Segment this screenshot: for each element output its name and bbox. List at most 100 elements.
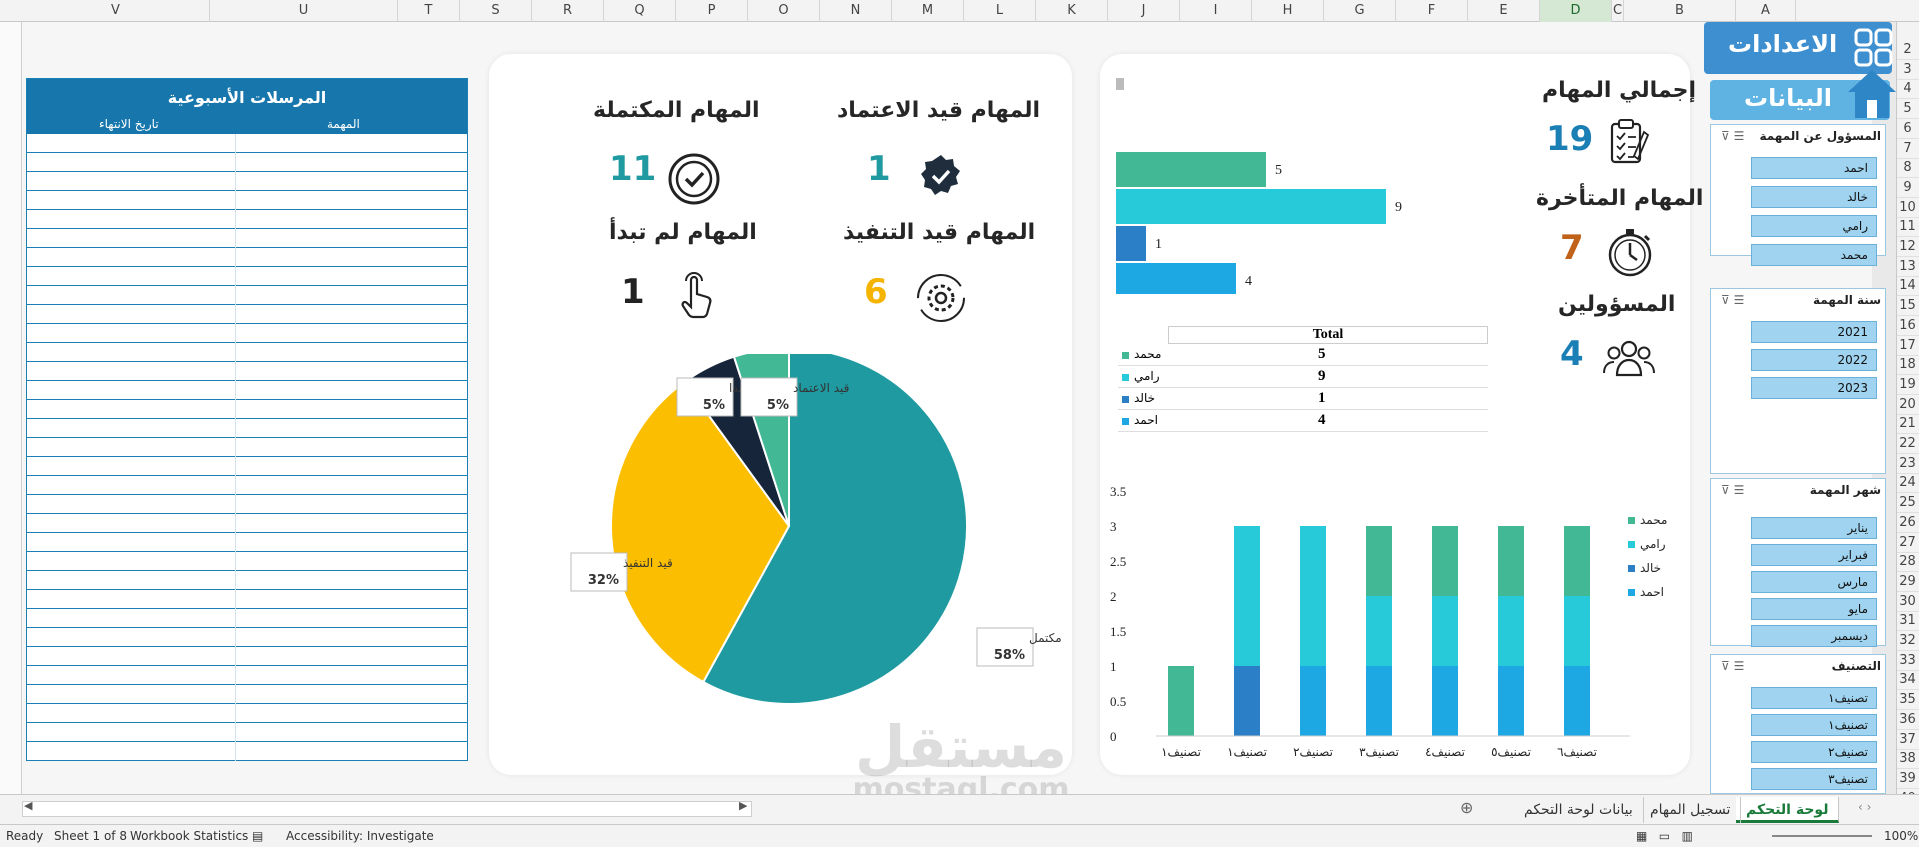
slicer-item[interactable]: مايو	[1751, 598, 1877, 620]
column-header[interactable]: A	[1736, 0, 1796, 22]
column-header[interactable]: U	[210, 0, 398, 22]
tab-dashboard[interactable]: لوحة التحكم	[1736, 797, 1840, 823]
accessibility-status[interactable]: Accessibility: Investigate	[286, 829, 434, 843]
table-row[interactable]	[27, 476, 467, 495]
table-row[interactable]	[27, 400, 467, 419]
slicer-item[interactable]: تصنيف١	[1751, 714, 1877, 736]
row-header[interactable]: 40	[1897, 789, 1919, 794]
row-header[interactable]: 9	[1897, 178, 1919, 198]
table-row[interactable]	[27, 514, 467, 533]
stacked-bar-segment[interactable]	[1300, 666, 1326, 736]
row-header[interactable]: 13	[1897, 257, 1919, 277]
row-header[interactable]: 20	[1897, 395, 1919, 415]
stacked-bar-segment[interactable]	[1168, 666, 1194, 736]
hbar[interactable]	[1116, 263, 1236, 294]
zoom-slider[interactable]	[1772, 835, 1872, 837]
row-header[interactable]: 35	[1897, 690, 1919, 711]
horizontal-scrollbar[interactable]	[22, 801, 752, 817]
row-header[interactable]: 28	[1897, 552, 1919, 573]
table-row[interactable]	[27, 704, 467, 723]
table-row[interactable]	[27, 210, 467, 229]
scroll-right-icon[interactable]: ▶	[739, 799, 748, 812]
table-row[interactable]	[27, 229, 467, 248]
stacked-bar-segment[interactable]	[1234, 666, 1260, 736]
row-header[interactable]: 37	[1897, 730, 1919, 750]
row-header[interactable]: 3	[1897, 60, 1919, 80]
row-header[interactable]: 34	[1897, 670, 1919, 691]
pie-slice[interactable]	[701, 354, 968, 705]
table-row[interactable]	[27, 267, 467, 286]
slicer-item[interactable]: احمد	[1751, 157, 1877, 179]
row-header[interactable]: 7	[1897, 139, 1919, 159]
slicer-item[interactable]: ديسمبر	[1751, 625, 1877, 647]
column-header[interactable]: E	[1468, 0, 1540, 22]
column-header[interactable]: K	[1036, 0, 1108, 22]
stacked-bar-segment[interactable]	[1498, 596, 1524, 666]
slicer-item[interactable]: رامي	[1751, 215, 1877, 237]
settings-button[interactable]: الاعدادات	[1704, 22, 1893, 74]
column-header[interactable]: O	[748, 0, 820, 22]
column-header[interactable]: D	[1540, 0, 1612, 22]
row-header[interactable]: 31	[1897, 611, 1919, 632]
add-sheet-icon[interactable]: ⊕	[1460, 798, 1474, 817]
table-row[interactable]	[27, 305, 467, 324]
row-header[interactable]: 6	[1897, 119, 1919, 139]
row-header[interactable]: 29	[1897, 572, 1919, 592]
month-slicer[interactable]: شهر المهمة ⊽ ☰ يناير فبراير مارس مايو ديسمبر	[1710, 478, 1886, 647]
stacked-bar-segment[interactable]	[1366, 596, 1392, 666]
column-header[interactable]: T	[398, 0, 460, 22]
slicer-item[interactable]: تصنيف٢	[1751, 741, 1877, 763]
table-row[interactable]	[27, 590, 467, 609]
table-row[interactable]	[27, 609, 467, 628]
hbar[interactable]	[1116, 226, 1146, 261]
row-header[interactable]: 32	[1897, 631, 1919, 651]
hbar[interactable]	[1116, 189, 1386, 224]
owner-slicer[interactable]: المسؤول عن المهمة ⊽ ☰ احمد خالد رامي محمد	[1710, 124, 1886, 266]
column-header[interactable]: V	[22, 0, 210, 22]
row-header[interactable]: 27	[1897, 533, 1919, 553]
table-row[interactable]	[27, 248, 467, 267]
category-slicer[interactable]: التصنيف ⊽ ☰ تصنيف١ تصنيف١ تصنيف٢ تصنيف٣	[1710, 654, 1886, 794]
stacked-bar-segment[interactable]	[1564, 526, 1590, 596]
row-header[interactable]: 22	[1897, 434, 1919, 454]
stacked-bar-segment[interactable]	[1432, 596, 1458, 666]
row-header[interactable]: 38	[1897, 749, 1919, 770]
row-header[interactable]: 23	[1897, 454, 1919, 474]
row-header[interactable]: 36	[1897, 710, 1919, 730]
slicer-item[interactable]: 2021	[1751, 321, 1877, 343]
pie-slice[interactable]	[610, 380, 791, 684]
slicer-item[interactable]: تصنيف٣	[1751, 768, 1877, 790]
table-row[interactable]	[27, 324, 467, 343]
row-header[interactable]: 19	[1897, 375, 1919, 395]
stacked-bar-segment[interactable]	[1432, 526, 1458, 596]
tab-scroll-icon[interactable]: ‹ ›	[1858, 800, 1872, 814]
stacked-bar-segment[interactable]	[1498, 526, 1524, 596]
column-header[interactable]: B	[1624, 0, 1736, 22]
row-header[interactable]: 18	[1897, 355, 1919, 376]
row-header[interactable]: 24	[1897, 473, 1919, 494]
column-header[interactable]: C	[1612, 0, 1624, 22]
row-header[interactable]: 26	[1897, 513, 1919, 533]
table-row[interactable]	[27, 343, 467, 362]
table-row[interactable]	[27, 286, 467, 305]
table-row[interactable]	[27, 419, 467, 438]
filter-clear-icon[interactable]: ⊽ ☰	[1721, 659, 1745, 673]
table-row[interactable]	[27, 134, 467, 153]
filter-clear-icon[interactable]: ⊽ ☰	[1721, 483, 1745, 497]
table-row[interactable]	[27, 571, 467, 590]
stacked-bar-segment[interactable]	[1366, 666, 1392, 736]
row-header[interactable]: 17	[1897, 336, 1919, 356]
row-header[interactable]: 30	[1897, 592, 1919, 612]
row-header[interactable]: 5	[1897, 99, 1919, 120]
slicer-item[interactable]: خالد	[1751, 186, 1877, 208]
table-row[interactable]	[27, 723, 467, 742]
row-header[interactable]: 4	[1897, 79, 1919, 100]
table-row[interactable]	[27, 495, 467, 514]
row-header[interactable]: 15	[1897, 296, 1919, 317]
row-header[interactable]: 2	[1897, 40, 1919, 60]
column-header[interactable]: I	[1180, 0, 1252, 22]
column-header[interactable]: J	[1108, 0, 1180, 22]
row-header[interactable]: 33	[1897, 651, 1919, 671]
stacked-bar-segment[interactable]	[1234, 526, 1260, 666]
slicer-item[interactable]: 2023	[1751, 377, 1877, 399]
